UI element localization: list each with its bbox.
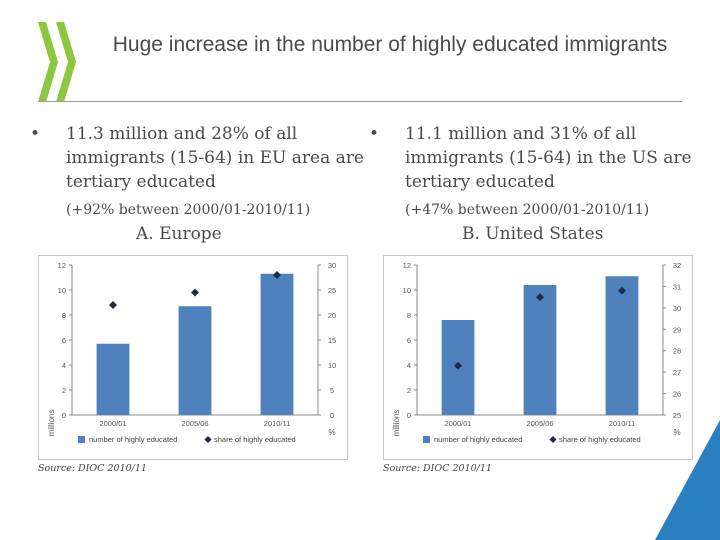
x-tick-label: 2005/06 bbox=[181, 419, 208, 428]
panel-title-europe: A. Europe bbox=[136, 224, 222, 244]
y-axis-title-right: % bbox=[328, 428, 335, 437]
oecd-logo bbox=[38, 22, 76, 102]
y-axis-title-right: % bbox=[673, 428, 680, 437]
data-point bbox=[454, 361, 462, 370]
x-tick-label: 2000/01 bbox=[99, 419, 126, 428]
y-tick-label-right: 31 bbox=[673, 282, 681, 291]
y-tick-label-right: 26 bbox=[673, 390, 681, 399]
y-tick-label-left: 2 bbox=[62, 386, 66, 395]
y-tick-label-left: 12 bbox=[58, 261, 66, 270]
y-tick-label-right: 30 bbox=[328, 261, 336, 270]
y-tick-label-right: 32 bbox=[673, 261, 681, 270]
y-tick-label-right: 28 bbox=[673, 347, 681, 356]
y-tick-label-right: 20 bbox=[328, 311, 336, 320]
bullet-subtext: (+47% between 2000/01-2010/11) bbox=[405, 202, 650, 218]
legend-swatch-bar bbox=[423, 436, 430, 443]
y-axis-title-left: millions bbox=[47, 410, 56, 437]
x-tick-label: 2010/11 bbox=[264, 419, 291, 428]
bullet-marker: • bbox=[369, 124, 380, 144]
corner-decoration bbox=[655, 420, 720, 540]
y-tick-label-left: 2 bbox=[407, 386, 411, 395]
legend-label-point: share of highly educated bbox=[559, 435, 641, 444]
y-tick-label-right: 10 bbox=[328, 361, 336, 370]
title-divider bbox=[38, 101, 682, 102]
chart-us-svg: 0 2 4 6 8 10 12 25 26 27 28 29 30 31 32 millions % 2000/0… bbox=[383, 255, 693, 460]
x-tick-label: 2010/11 bbox=[609, 419, 636, 428]
legend-label-bar: number of highly educated bbox=[89, 435, 177, 444]
chart-us: 0 2 4 6 8 10 12 25 26 27 28 29 30 31 32 millions% 2000/0… bbox=[383, 255, 693, 460]
y-tick-label-left: 6 bbox=[62, 336, 66, 345]
bar bbox=[96, 343, 130, 415]
y-tick-label-right: 30 bbox=[673, 304, 681, 313]
bullet-marker: • bbox=[30, 124, 41, 144]
y-tick-label-left: 0 bbox=[62, 411, 66, 420]
y-tick-label-left: 10 bbox=[58, 286, 66, 295]
legend-swatch-point bbox=[549, 435, 557, 444]
y-tick-label-left: 8 bbox=[407, 311, 411, 320]
data-point bbox=[109, 301, 117, 309]
bar bbox=[523, 285, 557, 415]
data-point bbox=[273, 271, 281, 279]
source-us: Source: DIOC 2010/11 bbox=[383, 463, 492, 474]
x-tick-label: 2005/06 bbox=[526, 419, 553, 428]
legend-label-point: share of highly educated bbox=[214, 435, 296, 444]
bar bbox=[260, 273, 294, 415]
bullet-text: 11.1 million and 31% of all immigrants (… bbox=[405, 124, 692, 192]
y-tick-label-left: 4 bbox=[407, 361, 411, 370]
y-tick-label-right: 15 bbox=[328, 336, 336, 345]
x-tick-label: 2000/01 bbox=[444, 419, 471, 428]
slide-title: Huge increase in the number of highly ed… bbox=[112, 33, 668, 56]
y-tick-label-right: 29 bbox=[673, 325, 681, 334]
y-tick-label-left: 12 bbox=[403, 261, 411, 270]
y-axis-title-left: millions bbox=[392, 410, 401, 437]
y-tick-label-right: 0 bbox=[330, 411, 334, 420]
panel-title-us: B. United States bbox=[462, 224, 604, 244]
bullet-us: • 11.1 million and 31% of all immigrants… bbox=[369, 122, 705, 222]
bar bbox=[178, 306, 212, 415]
legend-swatch-bar bbox=[78, 436, 85, 443]
chart-europe-svg: 0 2 4 6 8 10 12 0 5 10 15 20 25 30 millions % 2000/01 200… bbox=[38, 255, 348, 460]
y-tick-label-left: 0 bbox=[407, 411, 411, 420]
chart-europe: 0 2 4 6 8 10 12 0 5 10 15 20 25 30 millions% 2000/01 200… bbox=[38, 255, 348, 460]
y-tick-label-left: 8 bbox=[62, 311, 66, 320]
bullet-europe: • 11.3 million and 28% of all immigrants… bbox=[30, 122, 366, 222]
y-tick-label-left: 6 bbox=[407, 336, 411, 345]
legend-label-bar: number of highly educated bbox=[434, 435, 522, 444]
y-tick-label-left: 10 bbox=[403, 286, 411, 295]
y-tick-label-right: 25 bbox=[673, 411, 681, 420]
y-tick-label-right: 25 bbox=[328, 286, 336, 295]
bullet-text: 11.3 million and 28% of all immigrants (… bbox=[66, 124, 364, 192]
bullet-subtext: (+92% between 2000/01-2010/11) bbox=[66, 202, 311, 218]
y-tick-label-right: 27 bbox=[673, 368, 681, 377]
bar bbox=[605, 276, 639, 415]
data-point bbox=[191, 288, 199, 297]
y-tick-label-right: 5 bbox=[330, 386, 334, 395]
source-europe: Source: DIOC 2010/11 bbox=[38, 463, 147, 474]
y-tick-label-left: 4 bbox=[62, 361, 66, 370]
legend-swatch-point bbox=[204, 435, 212, 444]
